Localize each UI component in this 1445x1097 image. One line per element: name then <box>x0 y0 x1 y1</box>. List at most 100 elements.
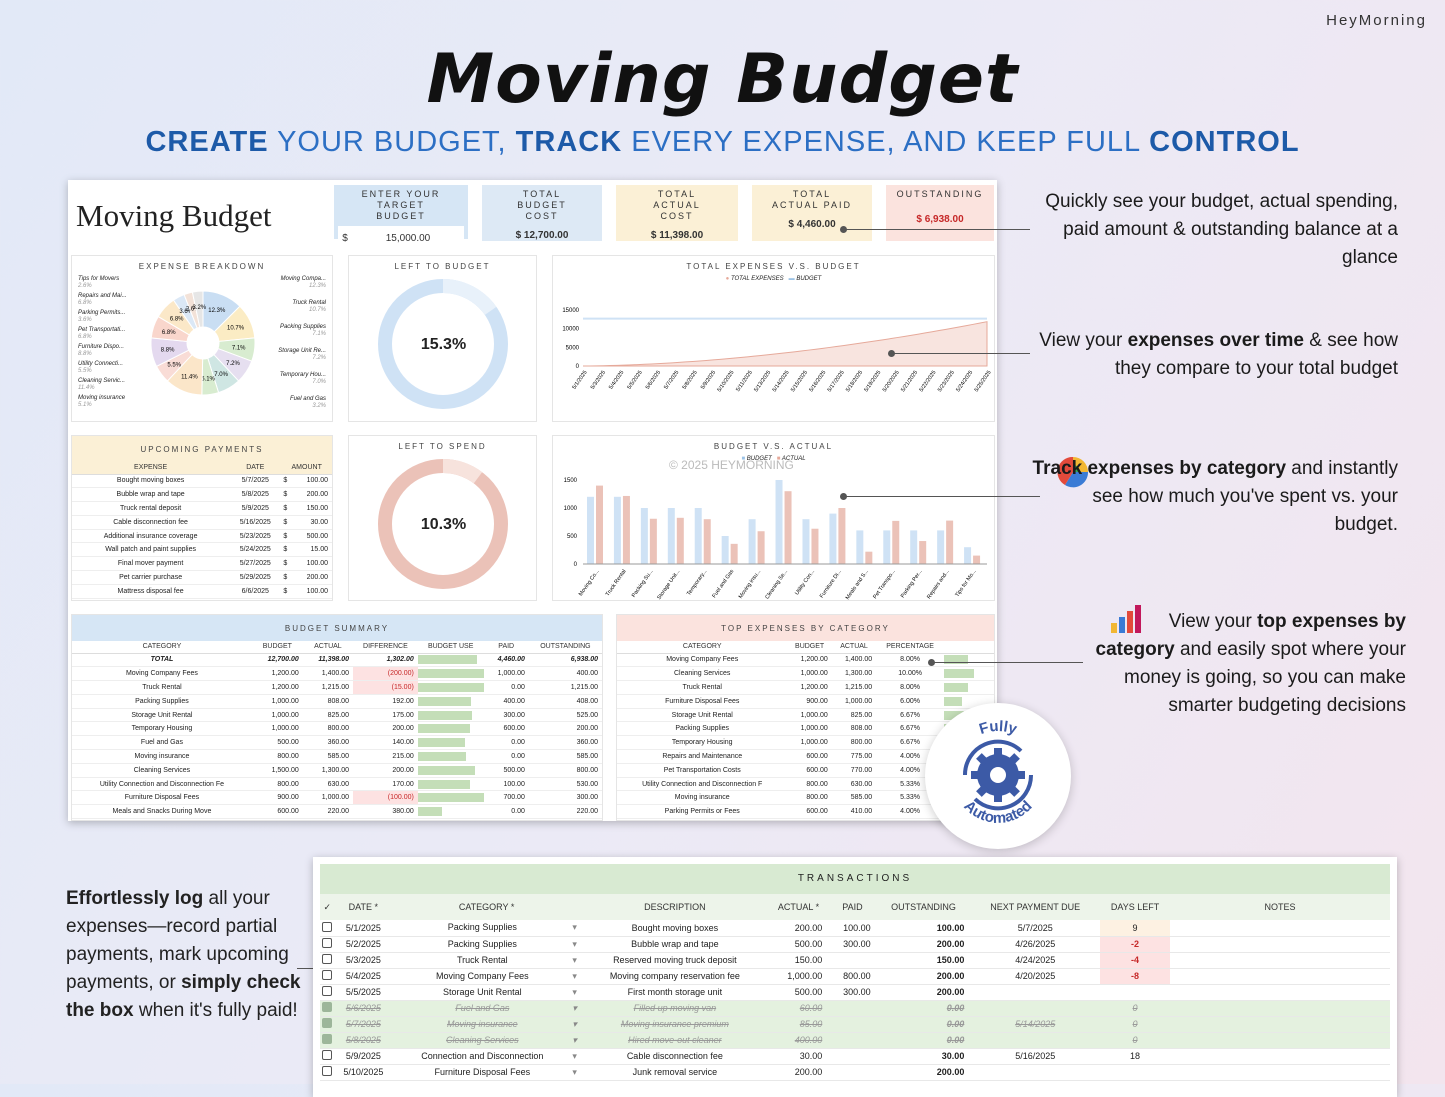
next-payment-cell[interactable]: 5/14/2025 <box>970 1016 1101 1033</box>
table-cell: 6/6/2025 <box>229 584 282 599</box>
description-cell[interactable]: Cable disconnection fee <box>580 1048 769 1065</box>
notes-cell[interactable] <box>1170 968 1390 985</box>
paid-checkbox[interactable] <box>320 936 335 953</box>
description-cell[interactable]: Bubble wrap and tape <box>580 936 769 953</box>
table-cell: 1,000.00 <box>787 666 832 682</box>
pie-slice-label: 6.8% <box>170 316 184 322</box>
actual-cell[interactable]: 500.00 <box>768 984 829 1001</box>
budget-bar <box>775 480 783 564</box>
paid-cell[interactable]: 800.00 <box>828 968 877 985</box>
paid-checkbox[interactable] <box>320 1016 335 1033</box>
next-payment-cell[interactable] <box>970 1000 1101 1017</box>
table-cell: 0.00 <box>483 735 529 751</box>
paid-checkbox[interactable] <box>320 1048 335 1065</box>
next-payment-cell[interactable] <box>970 984 1101 1001</box>
description-cell[interactable]: Filled up moving van <box>580 1000 769 1017</box>
paid-cell[interactable] <box>828 1064 877 1081</box>
next-payment-cell[interactable] <box>970 1032 1101 1049</box>
next-payment-cell[interactable]: 5/7/2025 <box>970 920 1101 937</box>
table-cell: 1,000.00 <box>787 735 832 751</box>
date-cell[interactable]: 5/1/2025 <box>334 920 393 937</box>
description-cell[interactable]: Moving insurance premium <box>580 1016 769 1033</box>
category-dropdown[interactable]: Moving Company Fees ▾ <box>392 968 581 985</box>
next-payment-cell[interactable]: 5/16/2025 <box>970 1048 1101 1065</box>
description-cell[interactable]: First month storage unit <box>580 984 769 1001</box>
paid-cell[interactable] <box>828 1000 877 1017</box>
category-dropdown[interactable]: Cleaning Services ▾ <box>392 1032 581 1049</box>
date-cell[interactable]: 5/3/2025 <box>334 952 393 969</box>
paid-checkbox[interactable] <box>320 1000 335 1017</box>
notes-cell[interactable] <box>1170 936 1390 953</box>
description-cell[interactable]: Bought moving boxes <box>580 920 769 937</box>
description-cell[interactable]: Moving company reservation fee <box>580 968 769 985</box>
actual-cell[interactable]: 1,000.00 <box>768 968 829 985</box>
notes-cell[interactable] <box>1170 1064 1390 1081</box>
paid-checkbox[interactable] <box>320 1032 335 1049</box>
notes-cell[interactable] <box>1170 1032 1390 1049</box>
paid-cell[interactable] <box>828 1016 877 1033</box>
notes-cell[interactable] <box>1170 952 1390 969</box>
table-row: Meals and Snacks During Move 600.00 220.00… <box>72 804 602 820</box>
next-payment-cell[interactable]: 4/26/2025 <box>970 936 1101 953</box>
paid-cell[interactable] <box>828 1048 877 1065</box>
target-budget-input[interactable]: 15,000.00 <box>385 232 431 244</box>
actual-cell[interactable]: 30.00 <box>768 1048 829 1065</box>
actual-cell[interactable]: 500.00 <box>768 936 829 953</box>
description-cell[interactable]: Hired move-out cleaner <box>580 1032 769 1049</box>
actual-cell[interactable]: 200.00 <box>768 1064 829 1081</box>
table-cell: Pet Transportation Costs <box>617 763 788 778</box>
paid-cell[interactable]: 100.00 <box>828 920 877 937</box>
notes-cell[interactable] <box>1170 920 1390 937</box>
category-dropdown[interactable]: Packing Supplies ▾ <box>392 936 581 953</box>
next-payment-cell[interactable] <box>970 1064 1101 1081</box>
actual-bar <box>892 520 900 564</box>
category-dropdown[interactable]: Truck Rental ▾ <box>392 952 581 969</box>
next-payment-cell[interactable]: 4/24/2025 <box>970 952 1101 969</box>
outstanding-cell: 0.00 <box>876 1000 971 1017</box>
paid-checkbox[interactable] <box>320 984 335 1001</box>
chevron-down-icon: ▾ <box>572 1018 577 1029</box>
paid-checkbox[interactable] <box>320 968 335 985</box>
category-dropdown[interactable]: Fuel and Gas ▾ <box>392 1000 581 1017</box>
column-header: OUTSTANDING <box>876 894 971 920</box>
notes-cell[interactable] <box>1170 1016 1390 1033</box>
description-cell[interactable]: Reserved moving truck deposit <box>580 952 769 969</box>
table-cell: 770.00 <box>831 763 877 778</box>
actual-cell[interactable]: 150.00 <box>768 952 829 969</box>
category-dropdown[interactable]: Connection and Disconnection ▾ <box>392 1048 581 1065</box>
paid-cell[interactable]: 300.00 <box>828 936 877 953</box>
category-dropdown[interactable]: Packing Supplies ▾ <box>392 920 581 937</box>
category-dropdown[interactable]: Moving insurance ▾ <box>392 1016 581 1033</box>
date-cell[interactable]: 5/6/2025 <box>334 1000 393 1017</box>
outstanding-cell: 30.00 <box>876 1048 971 1065</box>
actual-cell[interactable]: 60.00 <box>768 1000 829 1017</box>
paid-cell[interactable] <box>828 952 877 969</box>
date-cell[interactable]: 5/2/2025 <box>334 936 393 953</box>
table-cell: 200.00 <box>289 487 332 503</box>
connector-dot <box>840 493 847 500</box>
actual-cell[interactable]: 200.00 <box>768 920 829 937</box>
actual-cell[interactable]: 85.00 <box>768 1016 829 1033</box>
date-cell[interactable]: 5/4/2025 <box>334 968 393 985</box>
notes-cell[interactable] <box>1170 1000 1390 1017</box>
actual-cell[interactable]: 400.00 <box>768 1032 829 1049</box>
category-dropdown[interactable]: Furniture Disposal Fees ▾ <box>392 1064 581 1081</box>
pie-label-name: Packing Supplies <box>279 324 326 330</box>
paid-cell[interactable] <box>828 1032 877 1049</box>
category-dropdown[interactable]: Storage Unit Rental ▾ <box>392 984 581 1001</box>
date-cell[interactable]: 5/9/2025 <box>334 1048 393 1065</box>
description-cell[interactable]: Junk removal service <box>580 1064 769 1081</box>
date-cell[interactable]: 5/10/2025 <box>334 1064 393 1081</box>
next-payment-cell[interactable]: 4/20/2025 <box>970 968 1101 985</box>
paid-checkbox[interactable] <box>320 920 335 937</box>
date-cell[interactable]: 5/8/2025 <box>334 1032 393 1049</box>
table-row: Temporary Housing 1,000.00 800.00 200.00 600… <box>72 721 602 737</box>
table-cell: 1,215.00 <box>831 680 877 695</box>
date-cell[interactable]: 5/5/2025 <box>334 984 393 1001</box>
notes-cell[interactable] <box>1170 1048 1390 1065</box>
paid-checkbox[interactable] <box>320 1064 335 1081</box>
date-cell[interactable]: 5/7/2025 <box>334 1016 393 1033</box>
notes-cell[interactable] <box>1170 984 1390 1001</box>
paid-checkbox[interactable] <box>320 952 335 969</box>
paid-cell[interactable]: 300.00 <box>828 984 877 1001</box>
